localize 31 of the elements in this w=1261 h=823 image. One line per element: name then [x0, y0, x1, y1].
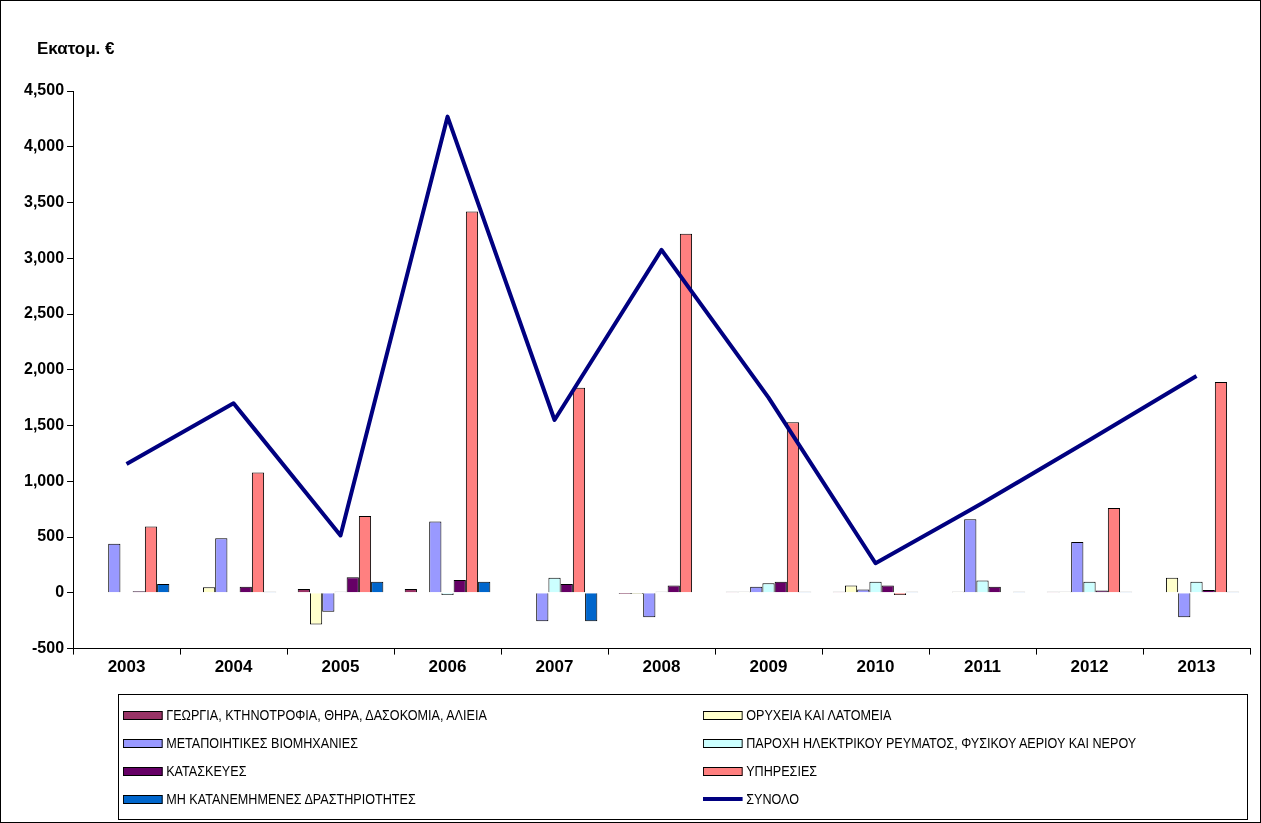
y-tick-label: 1,000	[23, 471, 65, 489]
y-tick-label: 0	[55, 583, 65, 601]
legend-label: ΜΗ ΚΑΤΑΝΕΜΗΜΕΝΕΣ ΔΡΑΣΤΗΡΙΟΤΗΤΕΣ	[166, 791, 416, 807]
x-tick-label: 2010	[856, 657, 895, 677]
x-tick-label: 2008	[642, 657, 681, 677]
y-tick-label: 2,000	[23, 360, 65, 378]
legend-label: ΠΑΡΟΧΗ ΗΛΕΚΤΡΙΚΟΥ ΡΕΥΜΑΤΟΣ, ΦΥΣΙΚΟΥ ΑΕΡΙΟΥ ΚΑΙ ΝΕΡΟΥ	[746, 735, 1137, 751]
y-tick-label: 1,500	[23, 415, 65, 433]
y-tick-label: 4,000	[23, 137, 65, 155]
x-tick-label: 2003	[107, 657, 146, 677]
legend-label: ΟΡΥΧΕΙΑ ΚΑΙ ΛΑΤΟΜΕΙΑ	[746, 707, 892, 723]
y-tick-label: 2,500	[23, 304, 65, 322]
y-tick-label: -500	[32, 639, 65, 657]
y-tick-label: 3,000	[23, 248, 65, 266]
x-tick-label: 2012	[1070, 657, 1109, 677]
legend-label: ΣΥΝΟΛΟ	[746, 791, 800, 807]
x-tick-label: 2007	[535, 657, 574, 677]
y-axis-title: Εκατομ. €	[37, 39, 115, 59]
y-tick-label: 4,500	[23, 81, 65, 99]
legend-label: ΥΠΗΡΕΣΙΕΣ	[746, 763, 818, 779]
x-tick-label: 2009	[749, 657, 788, 677]
x-tick-label: 2005	[321, 657, 360, 677]
x-tick-label: 2006	[428, 657, 467, 677]
y-tick-label: 500	[37, 527, 65, 545]
x-tick-label: 2013	[1177, 657, 1216, 677]
x-tick-label: 2011	[964, 657, 1001, 677]
x-tick-label: 2004	[214, 657, 253, 677]
legend-label: ΚΑΤΑΣΚΕΥΕΣ	[166, 763, 247, 779]
y-tick-label: 3,500	[23, 192, 65, 210]
legend-label: ΓΕΩΡΓΙΑ, ΚΤΗΝΟΤΡΟΦΙΑ, ΘΗΡΑ, ΔΑΣΟΚΟΜΙΑ, ΑΛΙΕΙΑ	[166, 707, 487, 723]
legend-label: ΜΕΤΑΠΟΙΗΤΙΚΕΣ ΒΙΟΜΗΧΑΝΙΕΣ	[166, 735, 358, 751]
